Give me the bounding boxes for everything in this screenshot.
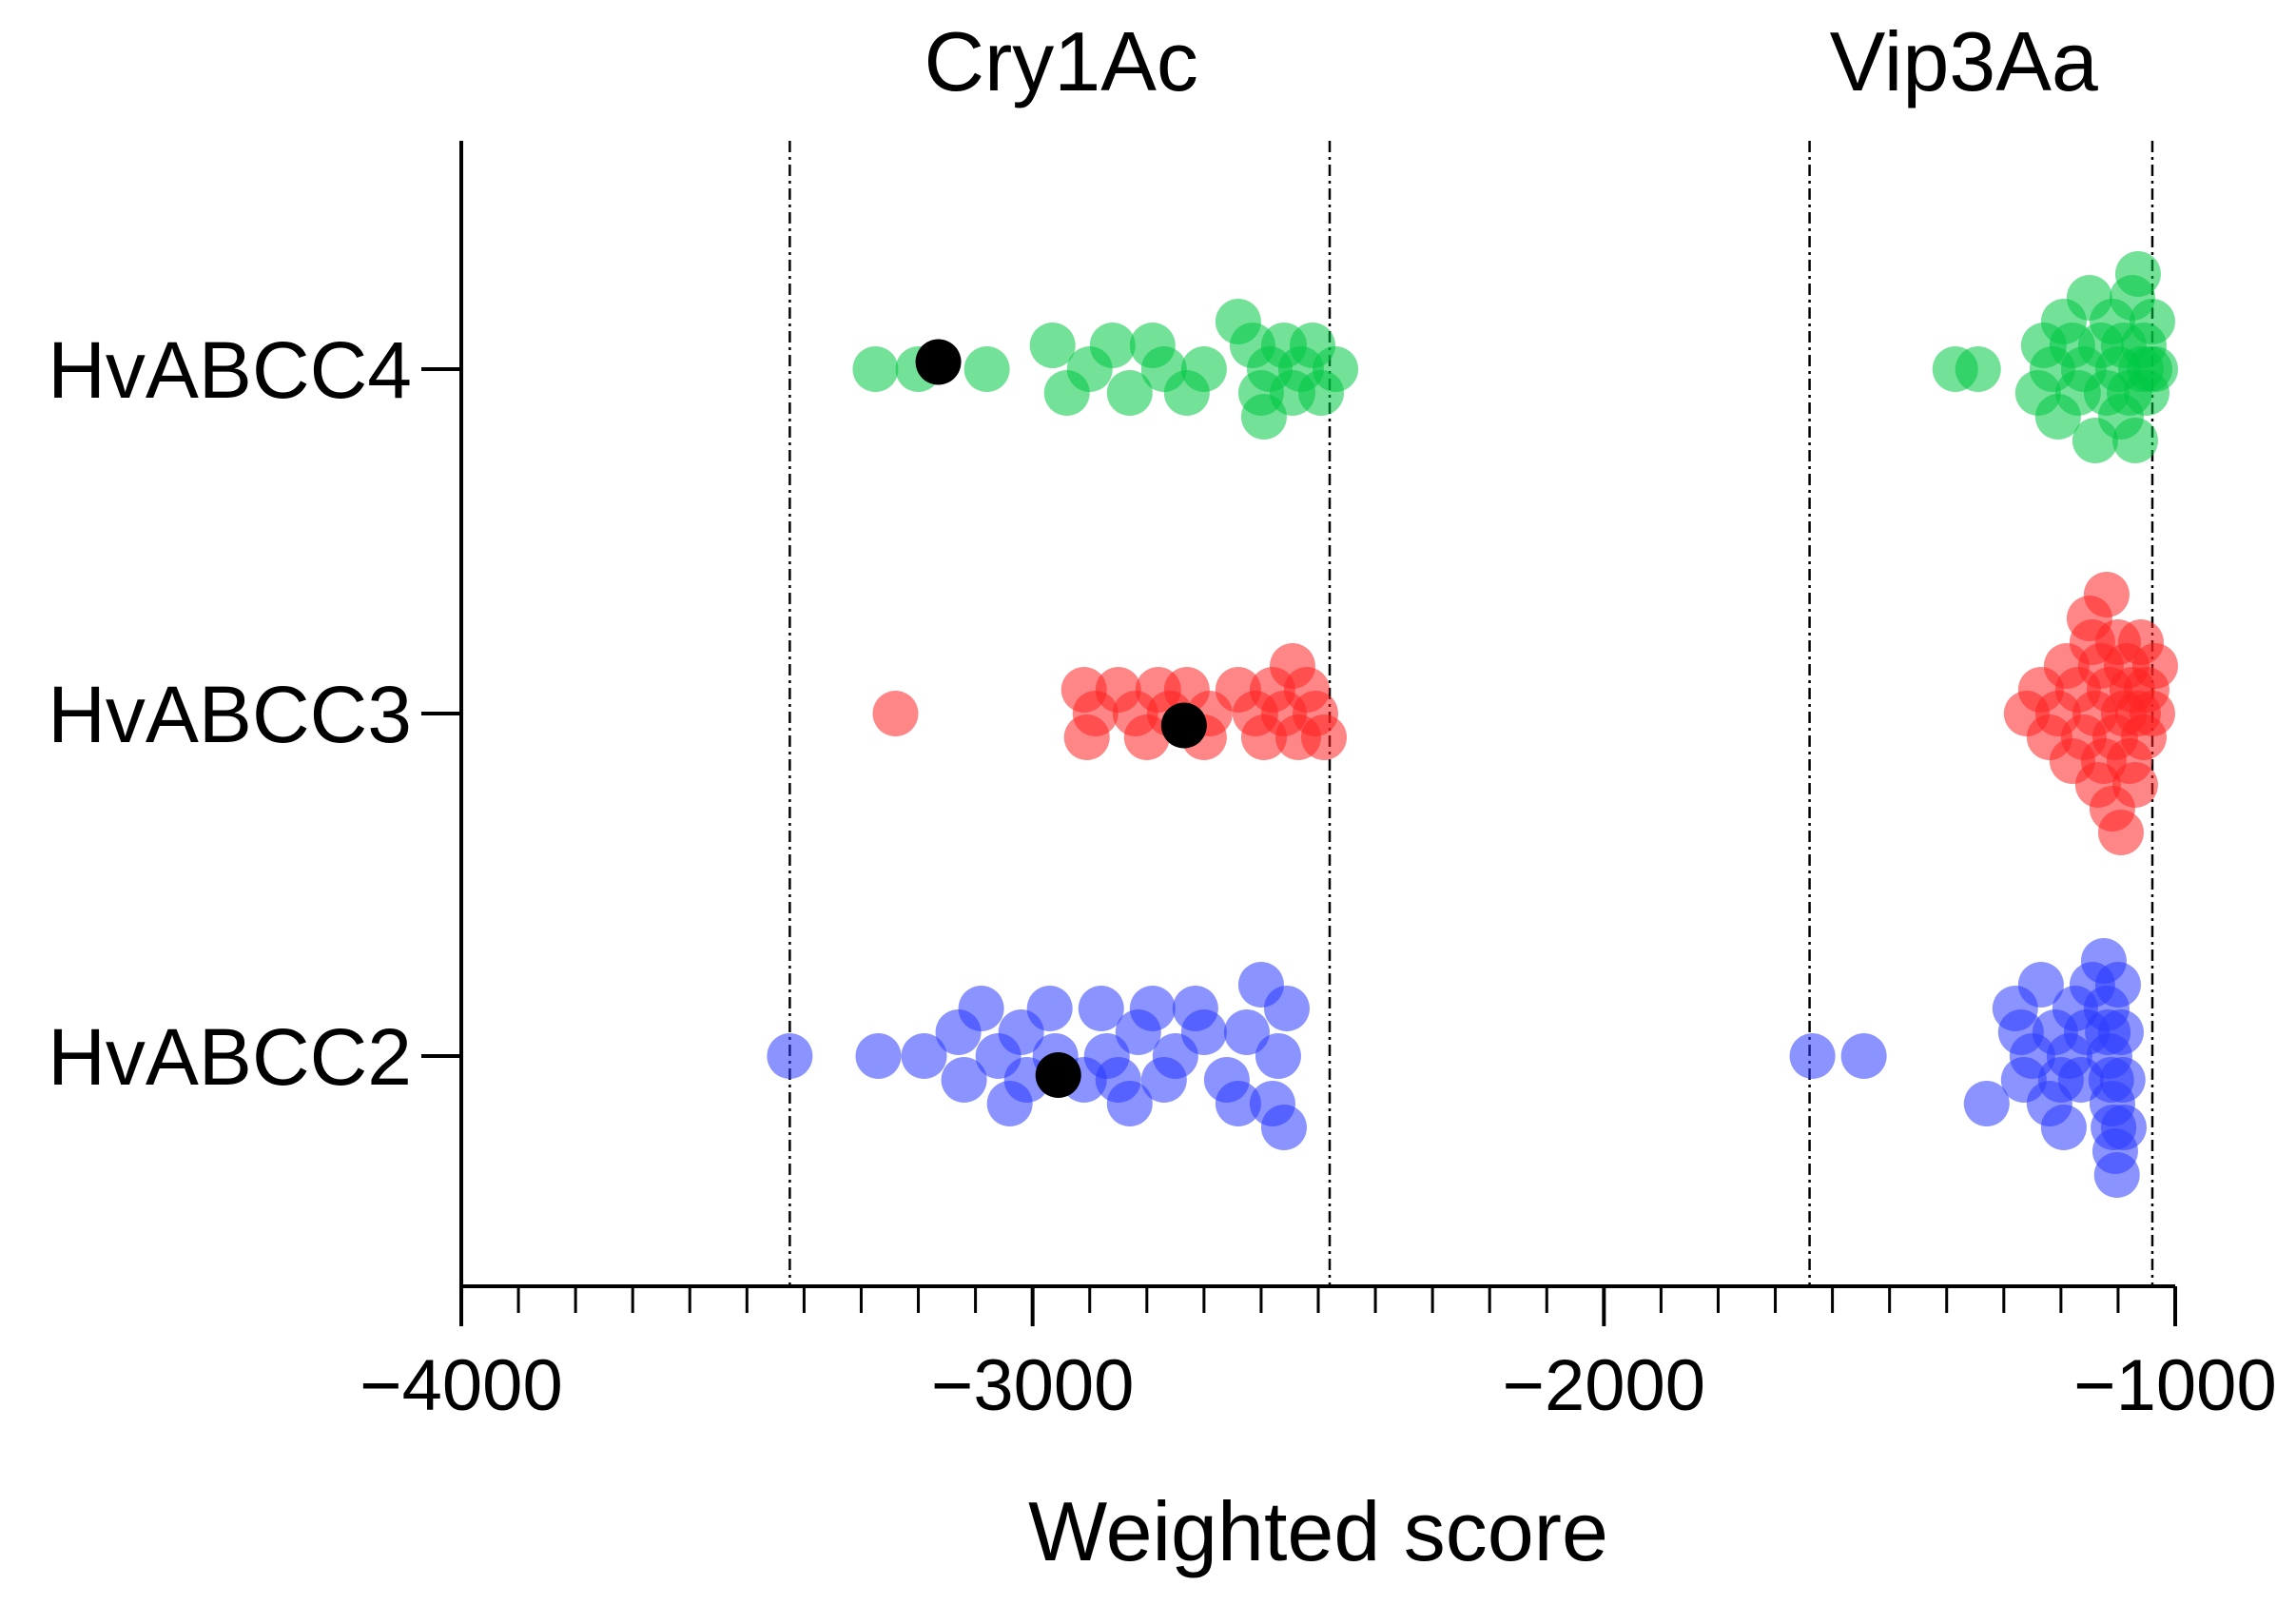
- data-point: [941, 1057, 987, 1103]
- data-point: [1955, 346, 2001, 392]
- data-point: [1840, 1033, 1887, 1079]
- y-category-label: HvABCC3: [48, 670, 412, 759]
- data-point: [1313, 346, 1359, 392]
- data-point: [1078, 986, 1124, 1031]
- data-point: [1129, 986, 1176, 1031]
- x-tick-label: −2000: [1503, 1345, 1705, 1426]
- group-label: Vip3Aa: [1830, 14, 2098, 108]
- x-tick-label: −4000: [360, 1345, 562, 1426]
- data-point: [1106, 1081, 1153, 1126]
- data-point: [1029, 323, 1076, 368]
- highlighted-point: [915, 339, 962, 385]
- data-point: [855, 1033, 902, 1079]
- series-HvABCC3: [872, 572, 2178, 855]
- data-point: [2114, 251, 2161, 297]
- series-HvABCC4: [852, 251, 2178, 463]
- data-point: [2097, 810, 2144, 855]
- data-point: [2083, 572, 2130, 617]
- data-points: [767, 251, 2178, 1198]
- x-axis-title: Weighted score: [1028, 1484, 1608, 1578]
- data-point: [1255, 1033, 1301, 1079]
- data-point: [901, 1033, 947, 1079]
- data-point: [963, 346, 1010, 392]
- data-point: [2040, 1105, 2087, 1150]
- data-point: [1223, 1009, 1270, 1055]
- data-point: [2111, 762, 2158, 808]
- data-point: [2129, 299, 2175, 344]
- data-point: [2094, 962, 2141, 1008]
- data-point: [2131, 346, 2178, 392]
- data-point: [852, 346, 899, 392]
- y-axis-ticks: HvABCC4 HvABCC3 HvABCC2: [48, 325, 461, 1102]
- group-labels: Cry1Ac Vip3Aa: [924, 14, 2097, 108]
- data-point: [2129, 691, 2175, 736]
- data-point: [2100, 1105, 2147, 1150]
- highlighted-point: [1035, 1052, 1081, 1098]
- data-point: [2097, 1009, 2144, 1055]
- x-axis-ticks: −4000 −3000 −2000 −1000: [360, 1286, 2277, 1426]
- data-point: [1263, 986, 1310, 1031]
- x-tick-label: −1000: [2073, 1345, 2276, 1426]
- data-point: [1180, 1009, 1227, 1055]
- data-point: [2017, 962, 2064, 1008]
- data-point: [1260, 1105, 1307, 1150]
- data-point: [1301, 714, 1348, 760]
- data-point: [1789, 1033, 1836, 1079]
- series-HvABCC2: [767, 938, 2147, 1198]
- data-point: [2099, 1057, 2146, 1103]
- data-point: [1215, 1081, 1261, 1126]
- data-point: [2131, 643, 2178, 689]
- x-tick-label: −3000: [931, 1345, 1134, 1426]
- highlighted-point: [1160, 702, 1207, 749]
- data-point: [1180, 346, 1227, 392]
- data-point: [1106, 370, 1153, 416]
- y-category-label: HvABCC4: [48, 325, 412, 415]
- data-point: [1089, 323, 1136, 368]
- data-point: [958, 986, 1004, 1031]
- y-category-label: HvABCC2: [48, 1012, 412, 1102]
- data-point: [767, 1033, 813, 1079]
- data-point: [2111, 418, 2158, 463]
- data-point: [1963, 1081, 2010, 1126]
- group-label: Cry1Ac: [924, 14, 1198, 108]
- data-point: [1026, 986, 1073, 1031]
- data-point: [2093, 1152, 2140, 1198]
- data-point: [872, 691, 919, 736]
